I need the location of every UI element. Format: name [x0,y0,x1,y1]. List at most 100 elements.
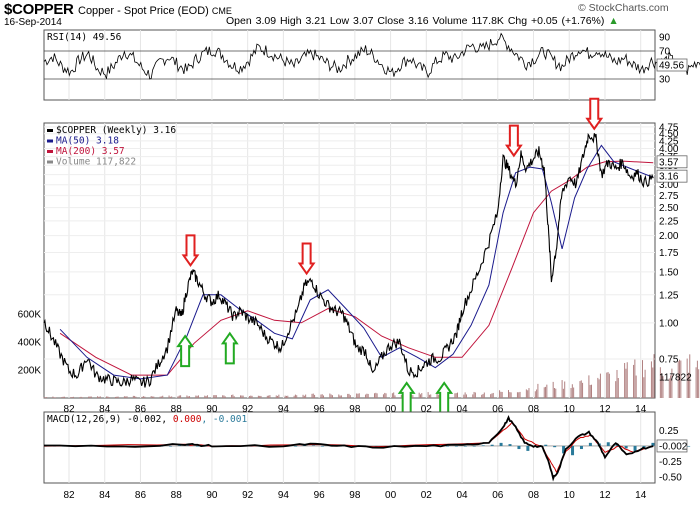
ma200-current-label: 3.57 [659,157,679,168]
macd-histogram-bar [169,445,173,447]
price-tick-label: 2.00 [659,231,679,242]
macd-histogram-bar [517,445,521,450]
macd-histogram-bar [186,445,190,446]
macd-histogram-bar [454,445,458,447]
price-tick-label: 4.50 [659,129,679,140]
macd-histogram-bar [177,445,181,446]
price-current-label-box [656,169,688,183]
price-legend-item: MA(50) 3.18 [56,136,119,147]
price-x-tick-label: 94 [278,404,290,415]
price-x-tick-label: 10 [564,404,576,415]
price-x-tick-label: 82 [63,404,75,415]
price-tick-label: 2.25 [659,216,679,227]
macd-histogram-bar [320,445,324,447]
volume-tick-label: 400K [18,338,42,349]
macd-histogram-bar [472,445,476,447]
rsi-legend: RSI(14) 49.56 [47,32,122,43]
price-tick-label: 1.25 [659,290,679,301]
macd-histogram-bar [311,445,315,446]
rsi-tick-label: 70 [659,47,671,58]
price-x-tick-label: 86 [135,404,147,415]
macd-histogram-bar [651,442,655,446]
instrument-name-text: Copper - Spot Price (EOD) [78,5,209,17]
macd-tick-label: -0.25 [659,457,682,468]
macd-x-tick-label: 04 [456,490,468,501]
price-x-tick-label: 92 [242,404,254,415]
macd-x-tick-label: 12 [599,490,611,501]
exchange-label: CME [211,6,232,16]
macd-current-label-box [656,439,688,453]
rsi-frame [43,29,656,101]
down-arrow-icon [297,242,316,276]
up-arrow-icon [176,334,195,368]
price-tick-label: 3.00 [659,180,679,191]
price-panel: 0.75 1.00 1.25 1.50 1.75 2.00 2.25 2.502.753.00… [18,97,700,414]
ohlc-text: Open 3.09 High 3.21 Low 3.07 Close 3.16 … [226,15,605,27]
price-legend-item: Volume 117,822 [56,157,136,168]
legend-swatch [47,160,53,164]
macd-histogram-bar [463,445,467,447]
macd-histogram-bar [526,445,530,451]
macd-x-tick-label: 02 [421,490,433,501]
price-x-tick-label: 96 [314,404,326,415]
macd-x-tick-label: 06 [492,490,504,501]
price-tick-label: 4.75 [659,122,679,133]
price-x-tick-label: 84 [99,404,111,415]
price-x-tick-label: 88 [171,404,183,415]
price-x-tick-label: 98 [349,404,361,415]
macd-histogram-bar [687,445,691,447]
legend-swatch [47,139,53,143]
price-tick-label: 2.50 [659,203,679,214]
macd-histogram-bar [490,444,494,446]
macd-x-tick-label: 10 [564,490,576,501]
volume-tick-label: 600K [18,310,42,321]
price-tick-label: 1.75 [659,248,679,259]
macd-histogram-bar [195,445,199,447]
macd-x-tick-label: 92 [242,490,254,501]
rsi-tick-label: 90 [659,33,671,44]
macd-histogram-bar [508,444,512,446]
macd-line [44,415,654,482]
macd-histogram-bar [642,445,646,448]
price-legend-item: MA(200) 3.57 [56,146,125,157]
price-x-tick-label: 00 [385,404,397,415]
volume-tick-label: 200K [18,366,42,377]
macd-legend-hist: , -0.001 [201,414,247,425]
macd-legend: MACD(12,26,9) -0.002, 0.000, -0.001 [47,414,247,425]
price-frame [43,122,656,399]
macd-histogram-bar [588,442,592,446]
macd-x-tick-label: 84 [99,490,111,501]
price-legend-item: $COPPER (Weekly) 3.16 [56,125,176,136]
macd-panel: -0.50 -0.25 0.25 MACD(12,26,9) -0.002, 0.00… [43,411,691,484]
price-tick-label: 4.25 [659,136,679,147]
macd-x-tick-label: 94 [278,490,290,501]
up-arrow-icon [435,381,454,414]
macd-x-tick-label: 96 [314,490,326,501]
macd-tick-label: 0.25 [659,426,679,437]
price-x-tick-label: 08 [528,404,540,415]
rsi-tick-label: 30 [659,75,671,86]
volume-current-label: 117822 [659,373,692,384]
rsi-current-label: 49.56 [659,61,684,72]
macd-histogram-bar [579,445,583,450]
rsi-line [43,32,700,80]
price-tick-label: 1.00 [659,318,679,329]
price-tick-label: 0.75 [659,355,679,366]
macd-x-tick-label: 90 [206,490,218,501]
instrument-name: Copper - Spot Price (EOD) CME [78,5,232,17]
macd-histogram-bar [204,445,208,447]
change-up-icon: ▲ [608,15,619,27]
rsi-current-label-box [656,58,688,72]
price-tick-label: 1.50 [659,267,679,278]
macd-tick-label: -0.50 [659,472,682,483]
price-x-tick-label: 14 [635,404,647,415]
ma50-line [59,144,654,380]
x-axis: 82 84 86 88 90 92 94 96 98 00 02 04 06 08 10 12 14 82 84 86… [63,404,646,501]
macd-x-tick-label: 82 [63,490,75,501]
price-x-tick-label: 06 [492,404,504,415]
macd-histogram-bar [606,442,610,446]
up-arrow-icon [397,381,416,414]
price-x-tick-label: 04 [456,404,468,415]
